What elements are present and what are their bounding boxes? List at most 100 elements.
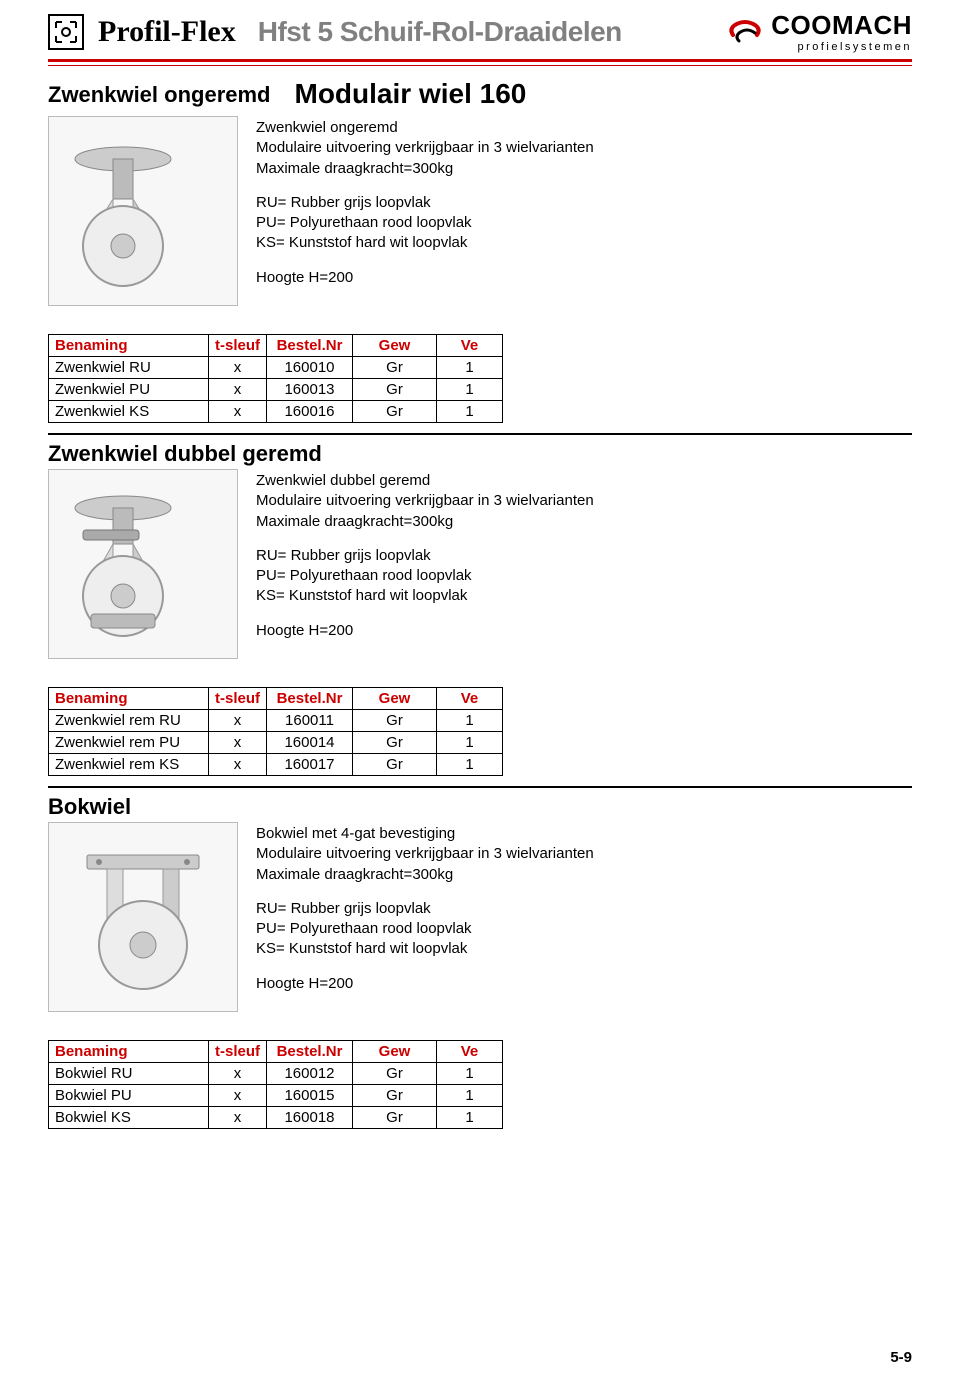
spec-ru: RU= Rubber grijs loopvlak [256, 194, 431, 211]
spec-pu: PU= Polyurethaan rood loopvlak [256, 214, 472, 231]
desc-line2: Maximale draagkracht=300kg [256, 160, 453, 177]
cell: x [209, 1085, 267, 1107]
cell: 160015 [267, 1085, 353, 1107]
th-tsleuf: t-sleuf [209, 335, 267, 357]
cell: x [209, 710, 267, 732]
cell: 160013 [267, 379, 353, 401]
th-benaming: Benaming [49, 335, 209, 357]
table-bokwiel: Benaming t-sleuf Bestel.Nr Gew Ve Bokwie… [48, 1040, 503, 1129]
cell: x [209, 1107, 267, 1129]
product-image-fixed [48, 822, 238, 1012]
cell: x [209, 732, 267, 754]
brand-coomach: COOMACH [771, 10, 912, 41]
table-row: Zwenkwiel KS x 160016 Gr 1 [49, 401, 503, 423]
th-ve: Ve [437, 1041, 503, 1063]
spec-ks: KS= Kunststof hard wit loopvlak [256, 587, 467, 604]
header-right: COOMACH profielsystemen [725, 10, 912, 53]
cell: 160014 [267, 732, 353, 754]
header-rule-thin [48, 65, 912, 66]
cell: Gr [353, 1063, 437, 1085]
table-header-row: Benaming t-sleuf Bestel.Nr Gew Ve [49, 1041, 503, 1063]
cell: Zwenkwiel rem RU [49, 710, 209, 732]
product-image-swivel [48, 116, 238, 306]
product-description: Zwenkwiel dubbel geremd Modulaire uitvoe… [256, 469, 594, 659]
desc-line2: Maximale draagkracht=300kg [256, 513, 453, 530]
page-header: Profil-Flex Hfst 5 Schuif-Rol-Draaidelen… [48, 10, 912, 57]
cell: x [209, 754, 267, 776]
cell: Bokwiel PU [49, 1085, 209, 1107]
table-row: Zwenkwiel rem KS x 160017 Gr 1 [49, 754, 503, 776]
th-gew: Gew [353, 688, 437, 710]
th-ve: Ve [437, 335, 503, 357]
table-row: Zwenkwiel rem RU x 160011 Gr 1 [49, 710, 503, 732]
cell: 1 [437, 1107, 503, 1129]
th-tsleuf: t-sleuf [209, 1041, 267, 1063]
cell: 1 [437, 754, 503, 776]
coomach-swirl-icon [725, 15, 765, 49]
cell: 1 [437, 401, 503, 423]
page-main-title: Modulair wiel 160 [295, 78, 527, 110]
chapter-title: Hfst 5 Schuif-Rol-Draaidelen [258, 16, 622, 48]
section-divider [48, 786, 912, 788]
header-rule-thick [48, 59, 912, 62]
cell: 1 [437, 1085, 503, 1107]
cell: Bokwiel RU [49, 1063, 209, 1085]
section-heading: Zwenkwiel dubbel geremd [48, 437, 912, 467]
cell: 1 [437, 357, 503, 379]
page-number: 5-9 [890, 1349, 912, 1366]
cell: 1 [437, 1063, 503, 1085]
cell: Zwenkwiel PU [49, 379, 209, 401]
section-zwenkwiel-ongeremd: Zwenkwiel ongeremd Modulair wiel 160 Zwe… [48, 78, 912, 423]
section-bokwiel: Bokwiel Bokwiel met 4-gat bevestiging Mo… [48, 790, 912, 1129]
th-gew: Gew [353, 335, 437, 357]
cell: x [209, 357, 267, 379]
section-zwenkwiel-dubbel-geremd: Zwenkwiel dubbel geremd Zwenkwiel dubbel… [48, 437, 912, 776]
th-bestelnr: Bestel.Nr [267, 1041, 353, 1063]
table-header-row: Benaming t-sleuf Bestel.Nr Gew Ve [49, 688, 503, 710]
th-benaming: Benaming [49, 1041, 209, 1063]
table-zwenkwiel-rem: Benaming t-sleuf Bestel.Nr Gew Ve Zwenkw… [48, 687, 503, 776]
desc-title: Zwenkwiel dubbel geremd [256, 472, 430, 489]
cell: Gr [353, 379, 437, 401]
cell: Gr [353, 732, 437, 754]
cell: 160016 [267, 401, 353, 423]
spec-height: Hoogte H=200 [256, 622, 353, 639]
spec-height: Hoogte H=200 [256, 975, 353, 992]
cell: 160017 [267, 754, 353, 776]
cell: Gr [353, 357, 437, 379]
spec-ru: RU= Rubber grijs loopvlak [256, 900, 431, 917]
product-image-swivel-brake [48, 469, 238, 659]
desc-line1: Modulaire uitvoering verkrijgbaar in 3 w… [256, 492, 594, 509]
spec-pu: PU= Polyurethaan rood loopvlak [256, 920, 472, 937]
cell: 160012 [267, 1063, 353, 1085]
cell: Zwenkwiel KS [49, 401, 209, 423]
cell: x [209, 379, 267, 401]
table-zwenkwiel-ongeremd: Benaming t-sleuf Bestel.Nr Gew Ve Zwenkw… [48, 334, 503, 423]
table-row: Zwenkwiel RU x 160010 Gr 1 [49, 357, 503, 379]
brand-profil-flex: Profil-Flex [98, 15, 236, 49]
th-benaming: Benaming [49, 688, 209, 710]
table-row: Bokwiel RU x 160012 Gr 1 [49, 1063, 503, 1085]
th-bestelnr: Bestel.Nr [267, 335, 353, 357]
spec-ru: RU= Rubber grijs loopvlak [256, 547, 431, 564]
th-ve: Ve [437, 688, 503, 710]
desc-line1: Modulaire uitvoering verkrijgbaar in 3 w… [256, 845, 594, 862]
cell: Bokwiel KS [49, 1107, 209, 1129]
cell: Gr [353, 754, 437, 776]
cell: Gr [353, 710, 437, 732]
cell: Zwenkwiel rem KS [49, 754, 209, 776]
spec-pu: PU= Polyurethaan rood loopvlak [256, 567, 472, 584]
cell: Gr [353, 1085, 437, 1107]
product-description: Bokwiel met 4-gat bevestiging Modulaire … [256, 822, 594, 1012]
cell: 1 [437, 379, 503, 401]
section-heading: Zwenkwiel ongeremd [48, 78, 271, 108]
spec-height: Hoogte H=200 [256, 269, 353, 286]
cell: Zwenkwiel RU [49, 357, 209, 379]
desc-line1: Modulaire uitvoering verkrijgbaar in 3 w… [256, 139, 594, 156]
th-bestelnr: Bestel.Nr [267, 688, 353, 710]
product-description: Zwenkwiel ongeremd Modulaire uitvoering … [256, 116, 594, 306]
cell: Zwenkwiel rem PU [49, 732, 209, 754]
brand-coomach-sub: profielsystemen [771, 41, 912, 53]
desc-title: Zwenkwiel ongeremd [256, 119, 398, 136]
section-divider [48, 433, 912, 435]
